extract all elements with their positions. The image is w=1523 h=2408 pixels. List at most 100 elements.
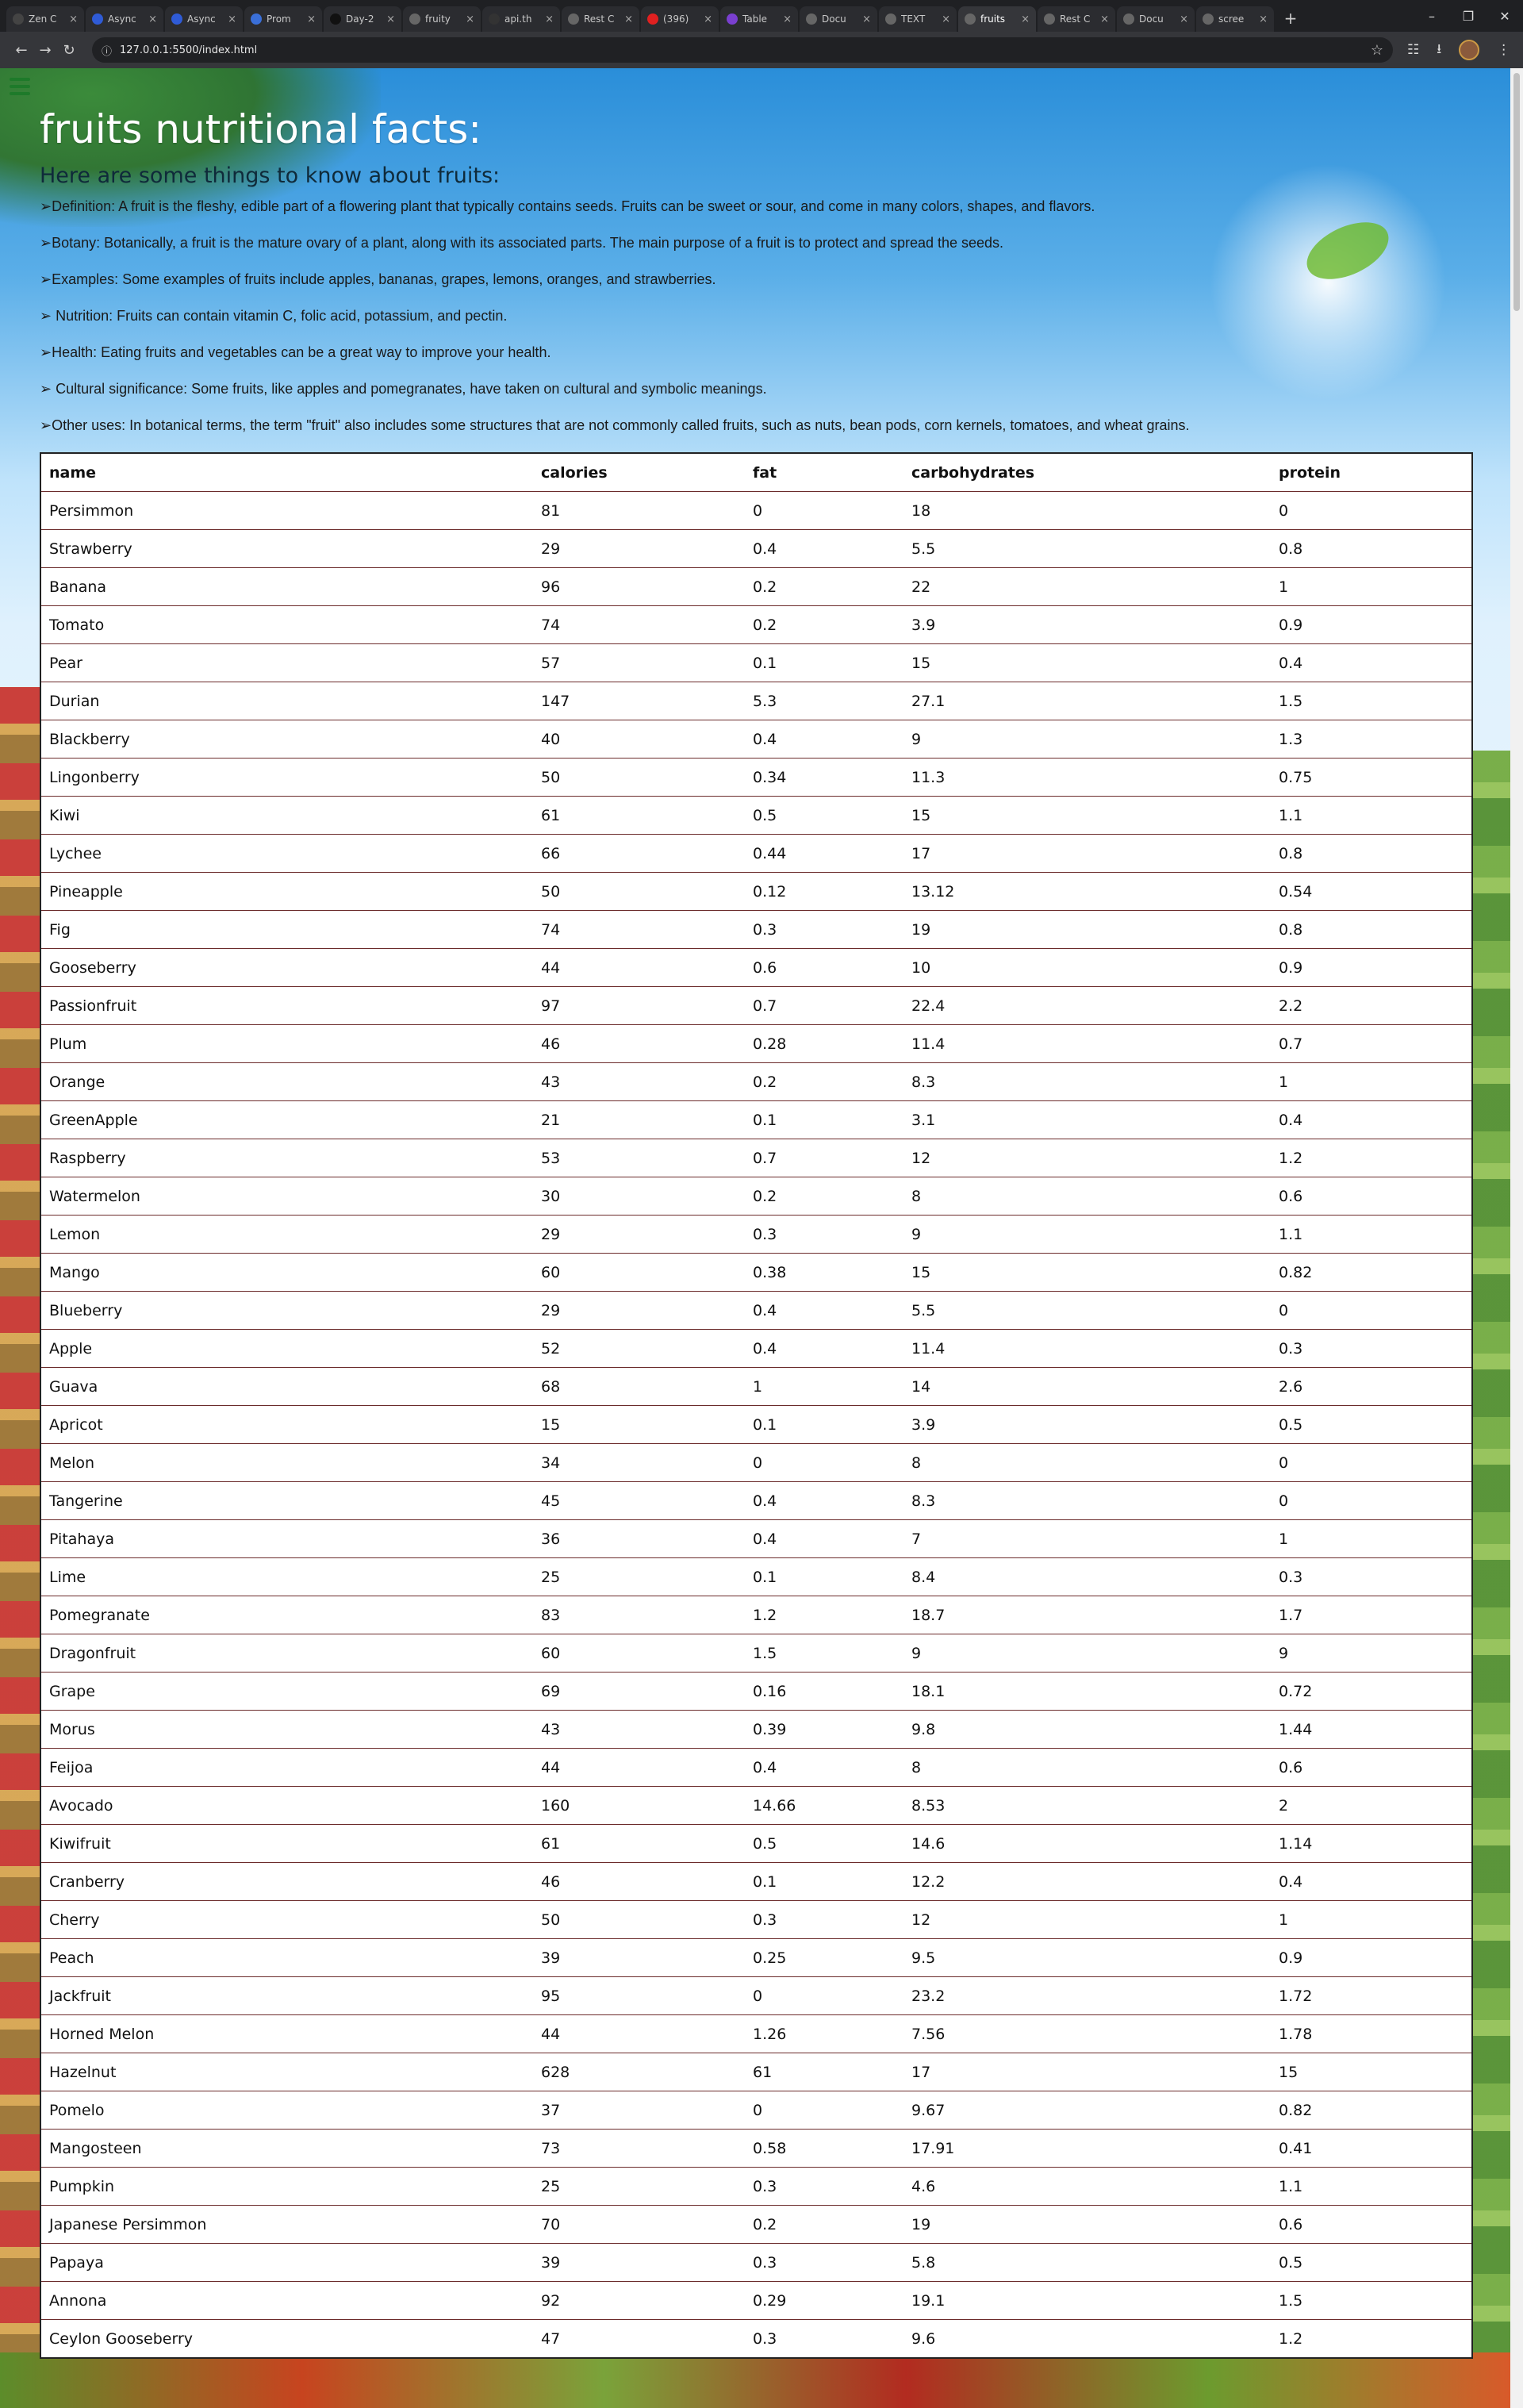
browser-tab[interactable]: Zen C × bbox=[6, 6, 84, 32]
cell-fat: 0.1 bbox=[745, 643, 903, 682]
tab-strip: Zen C × Async × Async × Prom × Day-2 × fruity × api.… bbox=[0, 0, 1523, 32]
browser-tab[interactable]: (396) × bbox=[641, 6, 719, 32]
cell-name: Guava bbox=[41, 1367, 533, 1406]
column-header-carbohydrates: carbohydrates bbox=[903, 454, 1271, 492]
browser-tab[interactable]: Rest C × bbox=[1038, 6, 1115, 32]
cell-carbohydrates: 18.1 bbox=[903, 1672, 1271, 1711]
cell-name: Blueberry bbox=[41, 1291, 533, 1330]
tab-close-icon[interactable]: × bbox=[466, 13, 474, 25]
tab-close-icon[interactable]: × bbox=[386, 13, 395, 25]
table-row: Lychee 66 0.44 17 0.8 bbox=[41, 834, 1471, 873]
tab-close-icon[interactable]: × bbox=[1259, 13, 1268, 25]
cell-calories: 36 bbox=[533, 1519, 745, 1558]
cell-carbohydrates: 9.8 bbox=[903, 1710, 1271, 1749]
browser-tab[interactable]: fruits × bbox=[958, 6, 1036, 32]
cell-name: Plum bbox=[41, 1024, 533, 1063]
browser-tab[interactable]: Table × bbox=[720, 6, 798, 32]
cell-carbohydrates: 22 bbox=[903, 567, 1271, 606]
tab-close-icon[interactable]: × bbox=[69, 13, 78, 25]
extensions-icon[interactable]: ☷ bbox=[1407, 42, 1420, 58]
tab-close-icon[interactable]: × bbox=[704, 13, 712, 25]
browser-tab[interactable]: Async × bbox=[165, 6, 243, 32]
fact-item: ➢ Nutrition: Fruits can contain vitamin … bbox=[40, 308, 508, 324]
cell-protein: 0.72 bbox=[1271, 1672, 1471, 1711]
browser-tab[interactable]: Docu × bbox=[800, 6, 877, 32]
scrollbar-thumb[interactable] bbox=[1513, 73, 1520, 311]
cell-carbohydrates: 17 bbox=[903, 2053, 1271, 2091]
browser-tab[interactable]: api.th × bbox=[482, 6, 560, 32]
cell-carbohydrates: 18 bbox=[903, 491, 1271, 530]
tab-close-icon[interactable]: × bbox=[862, 13, 871, 25]
tab-close-icon[interactable]: × bbox=[942, 13, 950, 25]
table-row: GreenApple 21 0.1 3.1 0.4 bbox=[41, 1100, 1471, 1139]
cell-fat: 0.44 bbox=[745, 834, 903, 873]
address-bar[interactable]: ⓘ 127.0.0.1:5500/index.html ☆ bbox=[92, 37, 1393, 63]
more-menu-icon[interactable]: ⋮ bbox=[1497, 42, 1511, 58]
cell-carbohydrates: 9.6 bbox=[911, 2329, 936, 2348]
tab-close-icon[interactable]: × bbox=[624, 13, 633, 25]
cell-calories: 15 bbox=[533, 1405, 745, 1444]
tab-close-icon[interactable]: × bbox=[1180, 13, 1188, 25]
table-row: Cherry 50 0.3 12 1 bbox=[41, 1900, 1471, 1939]
forward-icon[interactable]: → bbox=[39, 41, 52, 59]
download-icon[interactable]: ⭳ bbox=[1437, 40, 1442, 57]
page-title: fruits nutritional facts: bbox=[40, 106, 482, 152]
cell-name: Cherry bbox=[41, 1900, 533, 1939]
cell-name: Lime bbox=[41, 1557, 533, 1596]
browser-tab[interactable]: fruity × bbox=[403, 6, 481, 32]
profile-avatar[interactable] bbox=[1459, 40, 1480, 60]
close-window-icon[interactable]: ✕ bbox=[1499, 8, 1510, 24]
tab-close-icon[interactable]: × bbox=[783, 13, 792, 25]
cell-carbohydrates: 3.9 bbox=[903, 1405, 1271, 1444]
cell-carbohydrates: 5.8 bbox=[903, 2243, 1271, 2282]
tab-favicon-icon bbox=[568, 13, 579, 25]
browser-tab[interactable]: TEXT × bbox=[879, 6, 957, 32]
cell-name: Melon bbox=[41, 1443, 533, 1482]
tab-favicon-icon bbox=[965, 13, 976, 25]
cell-fat: 0.29 bbox=[745, 2281, 903, 2320]
cell-protein: 0.75 bbox=[1271, 758, 1471, 797]
cell-fat: 0.12 bbox=[745, 872, 903, 911]
tab-close-icon[interactable]: × bbox=[228, 13, 236, 25]
back-icon[interactable]: ← bbox=[15, 41, 28, 59]
browser-tab[interactable]: Docu × bbox=[1117, 6, 1195, 32]
browser-tab[interactable]: scree × bbox=[1196, 6, 1274, 32]
page-scrollbar[interactable] bbox=[1510, 68, 1523, 2408]
minimize-icon[interactable]: – bbox=[1429, 8, 1435, 24]
browser-tab[interactable]: Prom × bbox=[244, 6, 322, 32]
tab-close-icon[interactable]: × bbox=[307, 13, 316, 25]
browser-tab[interactable]: Rest C × bbox=[562, 6, 639, 32]
cell-fat: 1 bbox=[745, 1367, 903, 1406]
cell-protein: 0.5 bbox=[1271, 1405, 1471, 1444]
bookmark-star-icon[interactable]: ☆ bbox=[1370, 41, 1383, 59]
cell-fat: 0.1 bbox=[745, 1100, 903, 1139]
cell-calories: 30 bbox=[533, 1177, 745, 1216]
restore-icon[interactable]: ❐ bbox=[1462, 8, 1475, 24]
cell-fat: 0.3 bbox=[745, 910, 903, 949]
cell-calories: 95 bbox=[533, 1976, 745, 2015]
table-row: Horned Melon 44 1.26 7.56 1.78 bbox=[41, 2014, 1471, 2053]
cell-calories: 97 bbox=[533, 986, 745, 1025]
cell-carbohydrates: 8.3 bbox=[903, 1062, 1271, 1101]
tab-close-icon[interactable]: × bbox=[545, 13, 554, 25]
tab-close-icon[interactable]: × bbox=[1021, 13, 1030, 25]
table-row: Blackberry 40 0.4 9 1.3 bbox=[41, 720, 1471, 759]
tab-close-icon[interactable]: × bbox=[148, 13, 157, 25]
new-tab-button[interactable]: + bbox=[1283, 9, 1298, 28]
site-info-icon[interactable]: ⓘ bbox=[102, 45, 113, 58]
cell-protein: 0.6 bbox=[1271, 2205, 1471, 2244]
cell-protein: 1 bbox=[1271, 1519, 1471, 1558]
browser-tab[interactable]: Async × bbox=[86, 6, 163, 32]
cell-fat: 0.1 bbox=[745, 1405, 903, 1444]
menu-icon[interactable] bbox=[10, 78, 30, 99]
cell-fat: 0.28 bbox=[745, 1024, 903, 1063]
reload-icon[interactable]: ↻ bbox=[63, 41, 75, 59]
background-leaves bbox=[0, 68, 381, 227]
tab-favicon-icon bbox=[1203, 13, 1214, 25]
tab-close-icon[interactable]: × bbox=[1100, 13, 1109, 25]
cell-carbohydrates: 7.56 bbox=[903, 2014, 1271, 2053]
column-header-fat: fat bbox=[745, 454, 903, 492]
browser-tab[interactable]: Day-2 × bbox=[324, 6, 401, 32]
cell-protein: 0.5 bbox=[1271, 2243, 1471, 2282]
table-row: Durian 147 5.3 27.1 1.5 bbox=[41, 682, 1471, 720]
